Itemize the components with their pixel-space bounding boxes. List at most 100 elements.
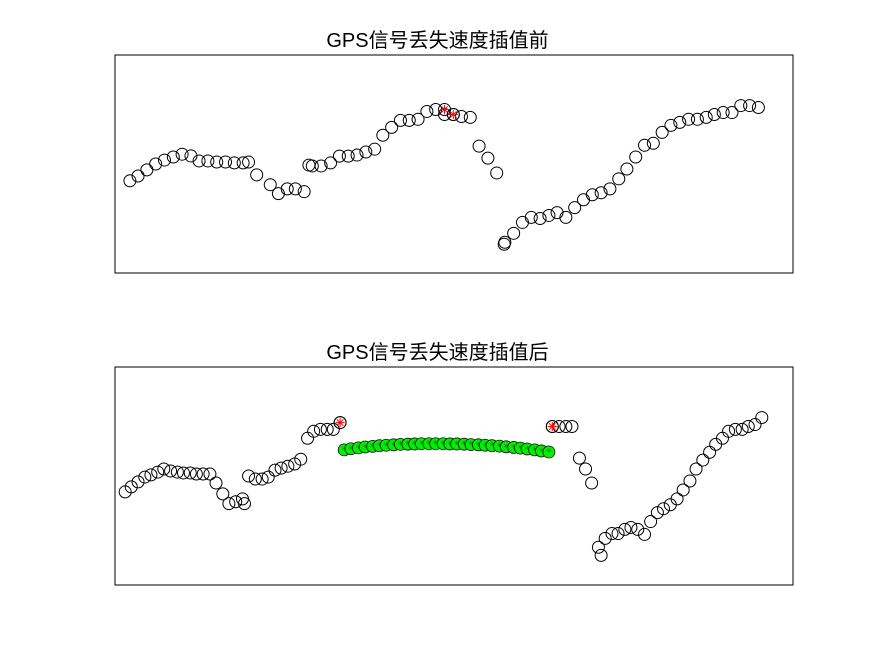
data-point: [735, 422, 749, 436]
data-point: [138, 470, 152, 484]
data-point: [227, 156, 241, 170]
series-open-circle: [123, 99, 765, 251]
data-point: [572, 451, 586, 465]
data-point: [673, 115, 687, 129]
data-point: [646, 136, 660, 150]
star-stroke: [449, 110, 457, 119]
data-point: [201, 154, 215, 168]
data-point: [655, 125, 669, 139]
data-point: [657, 502, 671, 516]
data-point: [248, 472, 262, 486]
data-point: [743, 99, 757, 113]
data-point: [605, 527, 619, 541]
data-point: [144, 468, 158, 482]
data-point: [612, 172, 626, 186]
data-point: [402, 113, 416, 127]
data-point: [722, 424, 736, 438]
interpolated-star-mark: *: [462, 440, 467, 451]
data-point: [699, 110, 713, 124]
data-point: [568, 201, 582, 215]
data-point: [620, 162, 634, 176]
data-point: [631, 522, 645, 536]
series-circle-star: [438, 103, 460, 122]
data-point: [696, 453, 710, 467]
data-point: [140, 163, 154, 177]
interpolated-star-mark: *: [391, 440, 396, 451]
star-stroke: [336, 419, 344, 427]
data-point: [585, 476, 599, 490]
data-point: [280, 182, 294, 196]
data-point: [189, 467, 203, 481]
data-point: [755, 411, 769, 425]
data-point: [281, 459, 295, 473]
data-point: [242, 469, 256, 483]
data-point: [250, 168, 264, 182]
data-point: [707, 108, 721, 122]
data-point: [222, 497, 236, 511]
data-point: [203, 467, 217, 481]
data-point: [559, 420, 573, 434]
data-point: [151, 465, 165, 479]
chart-title-after: GPS信号丢失速度插值后: [326, 342, 549, 364]
data-point: [157, 462, 171, 476]
data-point: [411, 112, 425, 126]
data-point: [324, 156, 338, 170]
data-point: [183, 466, 197, 480]
interpolated-star-mark: *: [476, 440, 481, 451]
data-point: [368, 142, 382, 156]
interpolated-star-mark: *: [454, 439, 459, 450]
star-stroke: [440, 105, 449, 114]
interpolated-star-mark: *: [441, 439, 446, 450]
interpolated-star-mark: *: [539, 446, 544, 457]
data-point: [209, 476, 223, 490]
data-point: [341, 149, 355, 163]
data-point: [294, 452, 308, 466]
data-point: [184, 149, 198, 163]
data-point: [350, 148, 364, 162]
data-point: [481, 151, 495, 165]
boundary-circle: [446, 108, 460, 122]
data-point: [297, 185, 311, 199]
plot-after-interpolation: * * * * * * * * * * * * * * * * * * * * * * * * * * * * * *: [114, 366, 794, 586]
data-point: [644, 515, 658, 529]
boundary-circle: [545, 420, 559, 434]
gap-boundary-point: [438, 103, 452, 116]
interpolated-star-mark: *: [384, 441, 389, 452]
data-point: [376, 128, 390, 142]
data-point: [594, 548, 608, 562]
interpolated-star-mark: *: [433, 439, 438, 450]
data-point: [682, 112, 696, 126]
data-point: [288, 182, 302, 196]
series-circle-star: [333, 416, 559, 434]
interpolated-star-mark: *: [447, 439, 452, 450]
data-point: [751, 101, 765, 115]
data-point: [124, 480, 138, 494]
interpolated-star-mark: *: [405, 440, 410, 451]
data-point: [689, 462, 703, 476]
data-point: [542, 208, 556, 222]
data-point: [219, 155, 233, 169]
interpolated-star-mark: *: [426, 439, 431, 450]
interpolated-star-mark: *: [356, 443, 361, 454]
data-point: [611, 527, 625, 541]
data-point: [690, 112, 704, 126]
interpolated-star-mark: *: [518, 444, 523, 455]
data-point: [585, 188, 599, 202]
data-point: [559, 210, 573, 224]
interpolated-star-mark: *: [497, 442, 502, 453]
data-point: [676, 483, 690, 497]
data-point: [594, 186, 608, 200]
data-point: [591, 540, 605, 554]
data-point: [268, 463, 282, 477]
data-point: [210, 155, 224, 169]
interpolated-star-mark: *: [525, 444, 530, 455]
interpolated-star-mark: *: [489, 441, 494, 452]
data-point: [216, 487, 230, 501]
data-point: [242, 155, 256, 169]
data-point: [149, 157, 163, 171]
data-point: [196, 467, 210, 481]
data-point: [385, 120, 399, 134]
data-point: [734, 99, 748, 113]
data-point: [274, 461, 288, 475]
